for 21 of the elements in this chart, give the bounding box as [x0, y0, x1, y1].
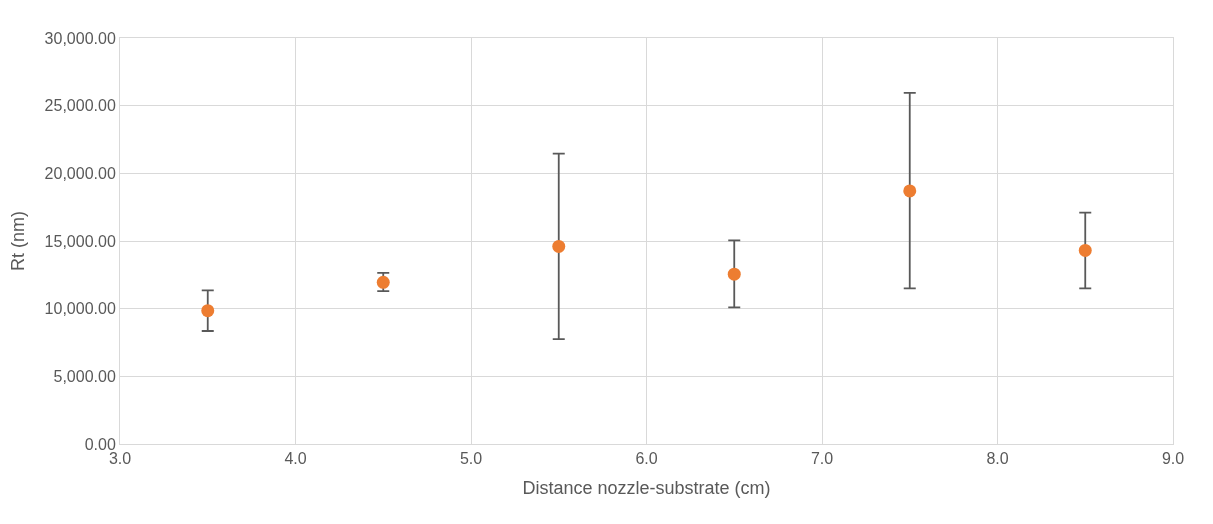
point	[1078, 243, 1092, 257]
y-tick-label: 5,000.00	[53, 367, 116, 385]
point	[903, 184, 917, 198]
y-tick-label: 25,000.00	[44, 97, 116, 115]
x-tick-label: 9.0	[1161, 450, 1185, 468]
x-tick-label: 3.0	[108, 450, 132, 468]
y-tick-label: 15,000.00	[44, 232, 116, 250]
x-tick-label: 6.0	[635, 450, 658, 468]
x-tick-label: 5.0	[459, 450, 483, 468]
y-axis-title: Rt (nm)	[7, 211, 28, 271]
y-tick-label: 20,000.00	[44, 164, 116, 182]
x-tick-label: 4.0	[284, 450, 307, 468]
x-tick-label: 8.0	[986, 450, 1009, 468]
x-tick-label: 7.0	[810, 450, 834, 468]
point	[201, 304, 215, 318]
y-tick-label: 0.00	[84, 435, 116, 453]
y-tick-label: 30,000.00	[44, 29, 116, 47]
y-tick-label: 10,000.00	[44, 300, 116, 318]
point	[727, 267, 741, 281]
point	[552, 239, 566, 253]
x-axis-title: Distance nozzle-substrate (cm)	[522, 478, 771, 499]
